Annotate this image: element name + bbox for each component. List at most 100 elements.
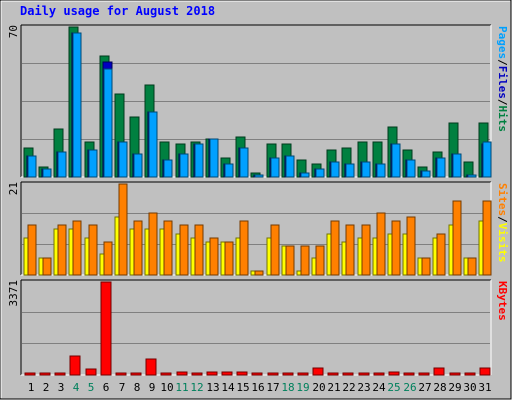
panel-1: 21 Sites/Visits [7,181,509,276]
bar-sites-22 [345,224,355,276]
legend-label: Files [496,66,509,99]
panel-2-area [21,280,491,375]
bar-sites-31 [482,200,492,276]
bar-sites-5 [88,224,98,276]
bar-kbytes-30 [464,372,476,376]
y-max-label: 3371 [7,280,20,307]
bar-kbytes-12 [191,372,203,376]
bar-kbytes-27 [418,372,430,376]
bar-sites-7 [118,183,128,276]
legend-label: Visits [496,223,509,263]
bar-kbytes-8 [130,372,142,376]
bar-sites-26 [406,216,416,276]
legend-label: Pages [496,26,509,59]
bar-pages-23 [361,161,371,178]
bar-pages-2 [42,168,52,178]
bar-sites-1 [27,224,37,276]
bar-pages-17 [270,157,280,178]
x-tick-label: 29 [448,381,461,394]
bar-kbytes-2 [39,372,51,376]
x-tick-label: 27 [418,381,431,394]
bar-kbytes-9 [145,358,157,376]
bar-sites-12 [194,224,204,276]
x-tick-label: 7 [119,381,126,394]
x-tick-label: 31 [478,381,491,394]
bar-pages-31 [482,141,492,178]
bar-kbytes-1 [24,372,36,376]
x-tick-label: 9 [149,381,156,394]
x-tick-label: 25 [387,381,400,394]
bar-kbytes-24 [373,372,385,376]
bar-pages-12 [194,143,204,178]
bar-pages-24 [376,163,386,178]
bar-pages-15 [239,147,249,178]
x-tick-label: 30 [463,381,476,394]
x-tick-label: 28 [433,381,446,394]
bar-sites-13 [209,237,219,276]
bar-kbytes-15 [236,371,248,376]
bar-pages-30 [467,174,477,178]
bar-kbytes-31 [479,367,491,376]
bar-pages-14 [224,163,234,178]
x-axis-labels: 1 2 3 4 5 6 7 8 9 10 11 12 13 14 15 16 17 18 19 20 21 22 23 24 2… [28,381,492,394]
bar-sites-20 [315,245,325,276]
x-tick-label: 23 [357,381,370,394]
bar-pages-21 [330,161,340,178]
bar-pages-1 [27,155,37,178]
x-tick-label: 18 [281,381,294,394]
bar-pages-8 [133,153,143,178]
bar-pages-9 [148,111,158,178]
bar-pages-29 [452,153,462,178]
bar-sites-6 [103,241,113,276]
x-tick-label: 19 [296,381,309,394]
panel-2: 3371 KBytes [7,279,509,376]
legend-label: KBytes [496,281,509,321]
bar-kbytes-4 [69,355,81,376]
bar-kbytes-18 [282,372,294,376]
bar-pages-19 [300,172,310,178]
bar-sites-17 [270,224,280,276]
x-tick-label: 14 [221,381,235,394]
x-tick-label: 2 [43,381,50,394]
bar-sites-28 [436,233,446,276]
bar-sites-4 [72,220,82,276]
series-legend: Sites/Visits [496,183,509,263]
bar-sites-19 [300,245,310,276]
x-tick-label: 13 [206,381,219,394]
bar-pages-22 [345,163,355,178]
bar-sites-27 [421,257,431,276]
x-tick-label: 10 [160,381,173,394]
x-tick-label: 3 [58,381,65,394]
bar-sites-29 [452,200,462,276]
legend-label: Hits [496,106,509,133]
x-tick-label: 12 [190,381,203,394]
x-tick-label: 1 [28,381,35,394]
legend-label: / [496,216,509,223]
bar-sites-30 [467,257,477,276]
bar-pages-25 [391,143,401,178]
bar-kbytes-7 [115,372,127,376]
bar-sites-18 [285,245,295,276]
bar-sites-9 [148,212,158,276]
bar-kbytes-17 [267,372,279,376]
bar-sites-10 [163,220,173,276]
bar-kbytes-21 [327,372,339,376]
bar-pages-20 [315,168,325,178]
x-tick-label: 15 [236,381,249,394]
bar-pages-10 [163,159,173,178]
series-legend: Pages/Files/Hits [496,26,509,132]
bar-sites-3 [57,224,67,276]
x-tick-label: 22 [342,381,355,394]
bar-pages-5 [88,149,98,178]
bar-pages-3 [57,151,67,178]
bar-kbytes-5 [85,368,97,376]
bar-kbytes-29 [449,372,461,376]
bar-kbytes-25 [388,371,400,376]
bar-kbytes-14 [221,371,233,376]
x-tick-label: 8 [134,381,141,394]
bar-kbytes-13 [206,371,218,376]
legend-label: / [496,99,509,106]
x-tick-label: 5 [88,381,95,394]
bar-pages-28 [436,157,446,178]
bar-pages-26 [406,159,416,178]
